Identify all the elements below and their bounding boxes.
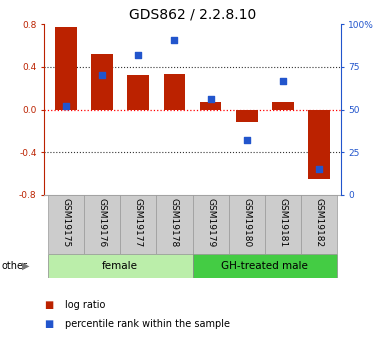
Text: ■: ■ xyxy=(44,319,54,329)
Bar xyxy=(236,110,258,122)
Text: GSM19175: GSM19175 xyxy=(62,198,70,248)
Bar xyxy=(192,195,229,254)
Text: GSM19178: GSM19178 xyxy=(170,198,179,248)
Text: ■: ■ xyxy=(44,300,54,310)
Point xyxy=(171,37,177,42)
Text: ▶: ▶ xyxy=(22,261,30,270)
Text: GSM19182: GSM19182 xyxy=(315,198,323,248)
Bar xyxy=(55,27,77,110)
Point xyxy=(208,97,214,102)
Bar xyxy=(127,76,149,110)
Point xyxy=(280,78,286,83)
Point xyxy=(135,52,141,58)
Bar xyxy=(48,254,192,278)
Text: GSM19176: GSM19176 xyxy=(98,198,107,248)
Bar xyxy=(200,102,221,110)
Point xyxy=(63,104,69,109)
Bar xyxy=(265,195,301,254)
Bar xyxy=(308,110,330,179)
Bar xyxy=(156,195,192,254)
Bar xyxy=(164,74,185,110)
Bar xyxy=(91,54,113,110)
Text: GSM19179: GSM19179 xyxy=(206,198,215,248)
Bar xyxy=(229,195,265,254)
Text: GSM19180: GSM19180 xyxy=(242,198,251,248)
Text: GSM19181: GSM19181 xyxy=(278,198,287,248)
Text: female: female xyxy=(102,261,138,270)
Text: log ratio: log ratio xyxy=(65,300,106,310)
Text: percentile rank within the sample: percentile rank within the sample xyxy=(65,319,231,329)
Bar xyxy=(192,254,337,278)
Point xyxy=(244,138,250,143)
Text: other: other xyxy=(2,261,28,270)
Title: GDS862 / 2.2.8.10: GDS862 / 2.2.8.10 xyxy=(129,8,256,22)
Point xyxy=(99,73,105,78)
Bar xyxy=(48,195,84,254)
Text: GSM19177: GSM19177 xyxy=(134,198,143,248)
Bar xyxy=(272,102,294,110)
Bar xyxy=(84,195,120,254)
Bar xyxy=(120,195,156,254)
Point xyxy=(316,167,322,172)
Text: GH-treated male: GH-treated male xyxy=(221,261,308,270)
Bar xyxy=(301,195,337,254)
